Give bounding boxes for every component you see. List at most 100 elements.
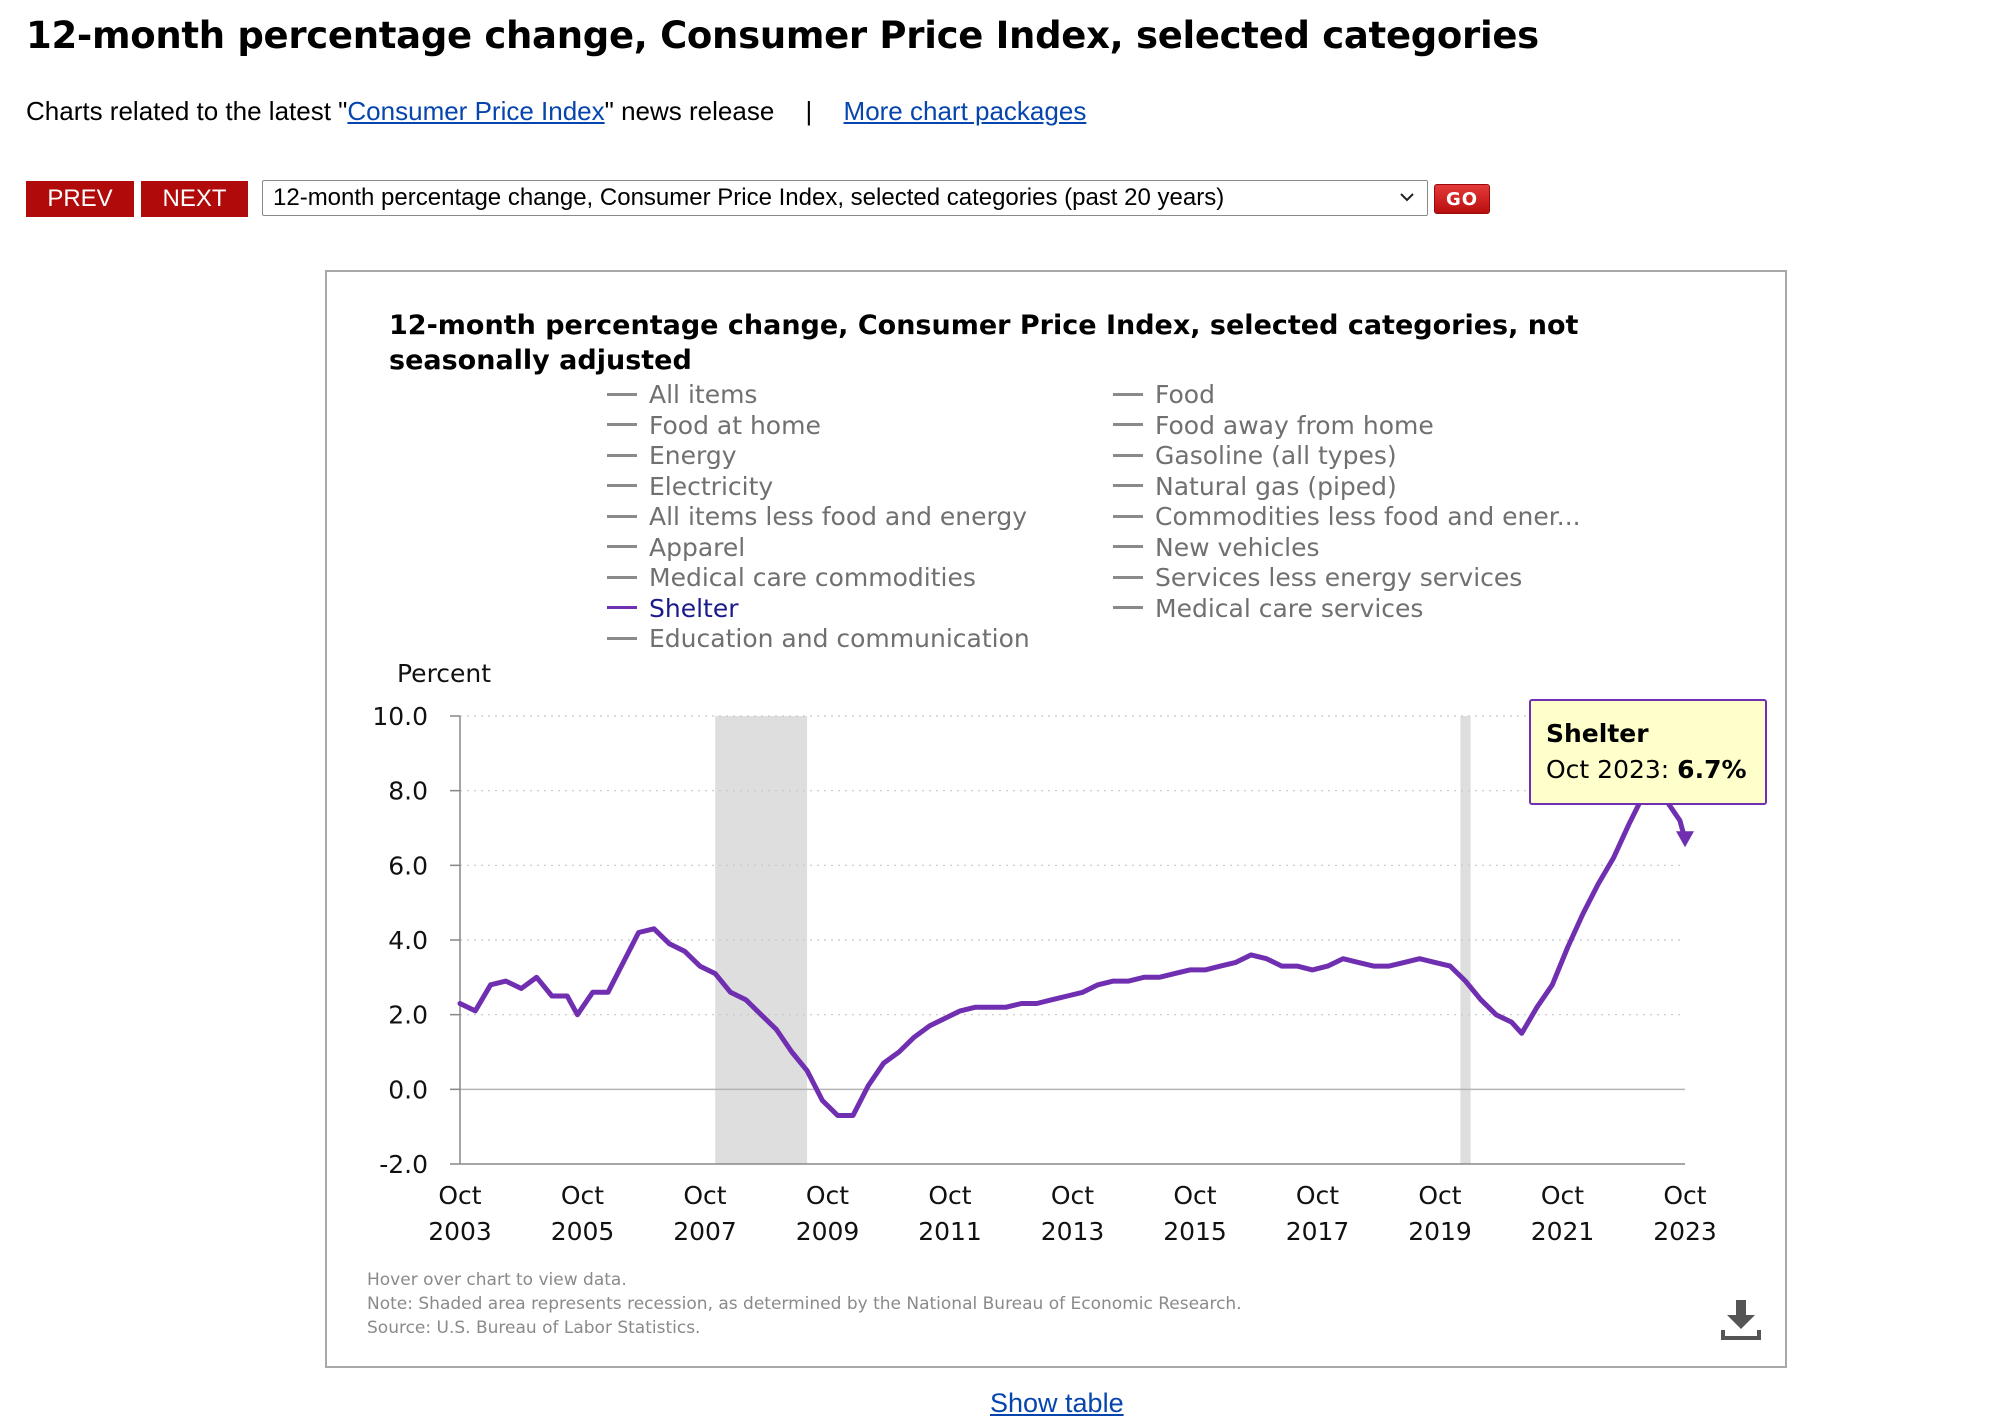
legend-item[interactable]: Services less energy services	[1113, 563, 1522, 593]
chart-panel: 12-month percentage change, Consumer Pri…	[325, 270, 1787, 1368]
cpi-news-release-link[interactable]: Consumer Price Index	[347, 96, 605, 126]
legend-swatch	[1113, 423, 1143, 426]
legend-swatch	[1113, 606, 1143, 609]
legend-swatch	[607, 392, 637, 396]
x-tick-year: 2013	[1041, 1217, 1105, 1246]
show-table-link[interactable]: Show table	[990, 1388, 1124, 1418]
y-tick-label: 4.0	[388, 926, 428, 955]
x-tick-year: 2015	[1163, 1217, 1227, 1246]
last-point-marker[interactable]	[1676, 831, 1694, 848]
legend-item[interactable]: Shelter	[607, 594, 739, 624]
x-tick-month: Oct	[1418, 1181, 1461, 1210]
legend-item[interactable]: All items	[607, 380, 757, 410]
x-tick-month: Oct	[561, 1181, 604, 1210]
x-tick-year: 2017	[1286, 1217, 1350, 1246]
legend-item[interactable]: New vehicles	[1113, 533, 1320, 563]
tooltip-colon: :	[1661, 755, 1677, 784]
legend-label: Apparel	[649, 532, 746, 562]
more-chart-packages-link[interactable]: More chart packages	[843, 96, 1087, 126]
legend-swatch	[1113, 514, 1143, 518]
legend-item[interactable]: Energy	[607, 441, 737, 471]
source-note: Source: U.S. Bureau of Labor Statistics.	[367, 1318, 701, 1338]
legend-swatch	[607, 545, 637, 548]
legend-label: All items	[649, 380, 758, 409]
x-tick-year: 2011	[918, 1217, 982, 1246]
tooltip-box	[1529, 699, 1767, 805]
y-axis-label: Percent	[397, 659, 491, 688]
x-tick-year: 2005	[551, 1217, 615, 1246]
data-tooltip: Shelter Oct 2023: 6.7%	[1529, 699, 1767, 805]
legend-label: Medical care services	[1155, 593, 1424, 623]
related-suffix: " news release	[604, 96, 775, 126]
recession-note: Note: Shaded area represents recession, …	[367, 1294, 1242, 1314]
legend-item[interactable]: Apparel	[607, 533, 745, 563]
tooltip-series: Shelter	[1546, 719, 1649, 748]
legend-item[interactable]: Electricity	[607, 472, 773, 502]
series-line-shelter[interactable]	[457, 780, 1688, 1118]
x-tick-year: 2003	[428, 1217, 492, 1246]
x-tick-month: Oct	[806, 1181, 849, 1210]
legend-item[interactable]: Gasoline (all types)	[1113, 441, 1397, 471]
legend-label: Commodities less food and ener...	[1155, 502, 1581, 531]
legend-swatch	[1113, 484, 1143, 487]
legend-swatch	[607, 636, 637, 640]
download-icon[interactable]	[1719, 1298, 1763, 1342]
x-tick-month: Oct	[438, 1181, 481, 1210]
legend-swatch	[1113, 575, 1143, 579]
legend-swatch	[607, 575, 637, 579]
x-tick-year: 2021	[1531, 1217, 1595, 1246]
y-tick-label: 6.0	[388, 851, 428, 880]
legend-item[interactable]: Food	[1113, 380, 1215, 410]
legend-swatch	[1113, 392, 1143, 396]
legend-label: Food at home	[649, 410, 821, 440]
legend-label: Natural gas (piped)	[1155, 471, 1397, 501]
chart-footnotes: Hover over chart to view data. Note: Sha…	[367, 1268, 1242, 1340]
go-button[interactable]: GO	[1434, 184, 1490, 214]
y-tick-label: 0.0	[388, 1075, 428, 1104]
legend-label: All items less food and energy	[649, 502, 1028, 531]
x-tick-month: Oct	[1663, 1181, 1706, 1210]
chart-title: 12-month percentage change, Consumer Pri…	[389, 310, 1579, 376]
related-prefix: Charts related to the latest "	[26, 96, 348, 126]
tooltip-value: 6.7%	[1677, 755, 1746, 784]
line-chart[interactable]: 10.0 8.0 6.0 4.0 2.0 0.0 -2.0 Percent Oct 2003 Oct…	[327, 272, 1785, 1366]
legend-label: Electricity	[649, 471, 774, 501]
related-links: Charts related to the latest "Consumer P…	[26, 96, 1086, 127]
page-title: 12-month percentage change, Consumer Pri…	[26, 14, 1539, 57]
legend-label: Education and communication	[649, 624, 1030, 653]
legend-label: Food	[1155, 380, 1215, 409]
legend-item[interactable]: Medical care commodities	[607, 563, 976, 593]
x-tick-month: Oct	[928, 1181, 971, 1210]
y-tick-label: 10.0	[372, 702, 428, 731]
next-button[interactable]: NEXT	[141, 181, 248, 217]
separator: |	[805, 96, 813, 126]
legend-swatch	[607, 423, 637, 426]
x-tick-month: Oct	[1051, 1181, 1094, 1210]
legend-label: Services less energy services	[1155, 563, 1523, 592]
y-tick-label: -2.0	[379, 1150, 428, 1179]
x-tick-month: Oct	[683, 1181, 726, 1210]
x-tick-year: 2009	[796, 1217, 860, 1246]
chart-select[interactable]: 12-month percentage change, Consumer Pri…	[262, 180, 1428, 216]
prev-button[interactable]: PREV	[26, 181, 134, 217]
tooltip-text: Oct 2023: 6.7%	[1546, 755, 1747, 784]
chart-select-value: 12-month percentage change, Consumer Pri…	[273, 184, 1225, 211]
legend-label: Gasoline (all types)	[1155, 441, 1397, 470]
legend-item[interactable]: Food away from home	[1113, 411, 1434, 441]
legend-swatch	[607, 484, 637, 487]
legend-item[interactable]: Education and communication	[607, 624, 1030, 654]
legend-item[interactable]: Natural gas (piped)	[1113, 472, 1397, 502]
legend-swatch	[607, 453, 637, 457]
legend-swatch	[607, 606, 637, 609]
x-tick-year: 2007	[673, 1217, 737, 1246]
legend-item[interactable]: Commodities less food and ener...	[1113, 502, 1581, 532]
x-tick-year: 2019	[1408, 1217, 1472, 1246]
chevron-down-icon	[1400, 193, 1414, 202]
legend-item[interactable]: All items less food and energy	[607, 502, 1027, 532]
legend-item[interactable]: Medical care services	[1113, 594, 1423, 624]
x-tick-year: 2023	[1653, 1217, 1717, 1246]
legend-label: Food away from home	[1155, 410, 1434, 440]
x-tick-month: Oct	[1296, 1181, 1339, 1210]
x-tick-month: Oct	[1541, 1181, 1584, 1210]
legend-item[interactable]: Food at home	[607, 411, 821, 441]
